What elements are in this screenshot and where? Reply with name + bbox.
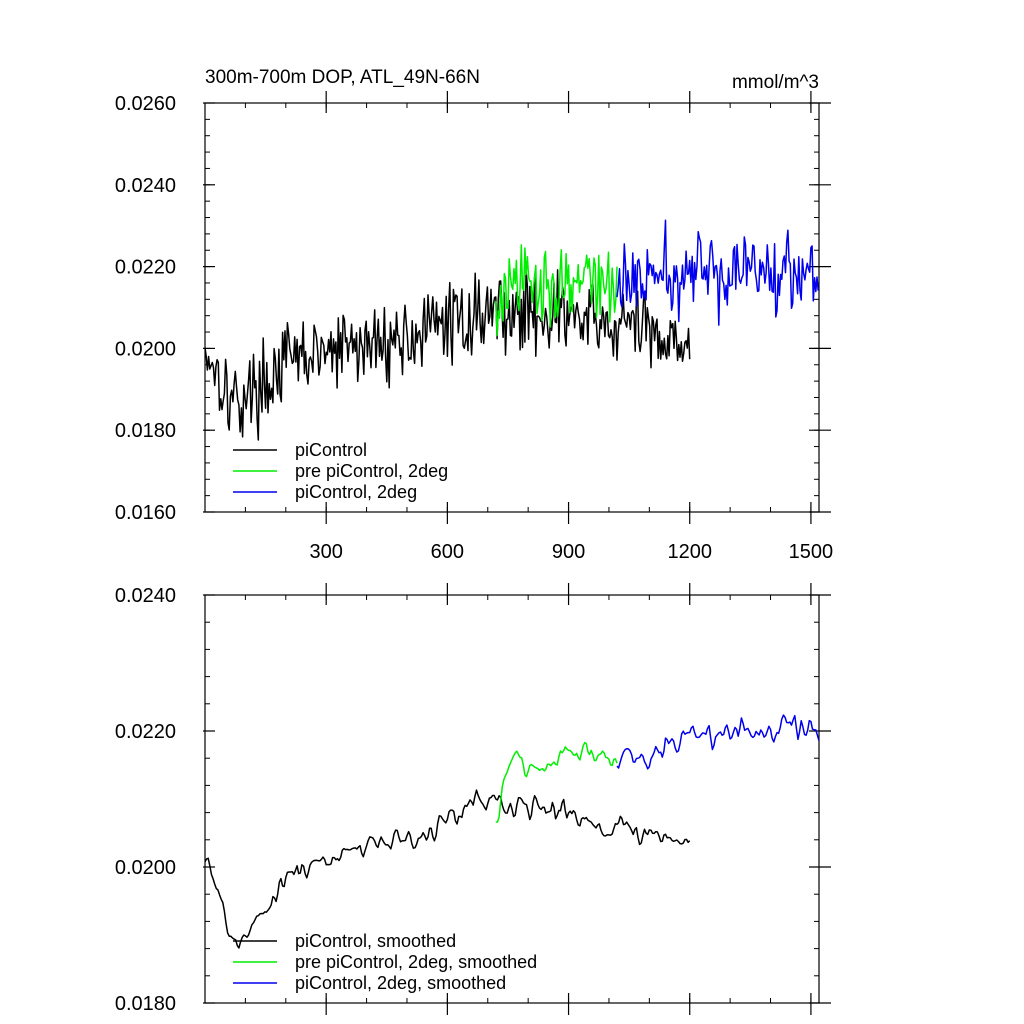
legend-label: piControl, smoothed [295,931,456,951]
y-tick-label: 0.0180 [115,420,176,442]
top-panel: 0.0160 0.0180 0.0200 0.0220 0.0240 0.0260 300 6… [115,67,833,563]
x-tick-label: 900 [552,541,585,563]
series-line-2 [495,244,618,337]
x-tick-label: 600 [431,541,464,563]
y-tick-label: 0.0260 [115,93,176,115]
plot-frame [204,594,820,1004]
series-line-2 [495,741,618,823]
x-tick-label: 300 [309,541,342,563]
legend-label: pre piControl, 2deg, smoothed [295,952,537,972]
legend-label: piControl, 2deg, smoothed [295,973,506,993]
series-line-3 [616,714,819,770]
plot-frame [204,102,820,513]
y-tick-label: 0.0180 [115,993,176,1015]
series-line-3 [616,219,819,326]
chart-title: 300m-700m DOP, ATL_49N-66N [205,67,480,88]
bottom-panel: 0.0180 0.0200 0.0220 0.0240 piControl, smoot… [115,583,831,1015]
y-tick-label: 0.0220 [115,721,176,743]
y-tick-label: 0.0160 [115,502,176,524]
y-tick-label: 0.0240 [115,175,176,197]
series-line-1 [205,269,691,441]
x-tick-label: 1500 [789,541,834,563]
y-tick-label: 0.0240 [115,585,176,607]
legend-label: piControl, 2deg [295,482,417,502]
y-tick-label: 0.0220 [115,257,176,279]
legend-label: piControl [295,440,367,460]
y-tick-label: 0.0200 [115,857,176,879]
legend-label: pre piControl, 2deg [295,461,448,481]
x-tick-label: 1200 [667,541,712,563]
series-line-1 [205,789,691,949]
y-tick-label: 0.0200 [115,338,176,360]
units-label: mmol/m^3 [732,72,819,93]
